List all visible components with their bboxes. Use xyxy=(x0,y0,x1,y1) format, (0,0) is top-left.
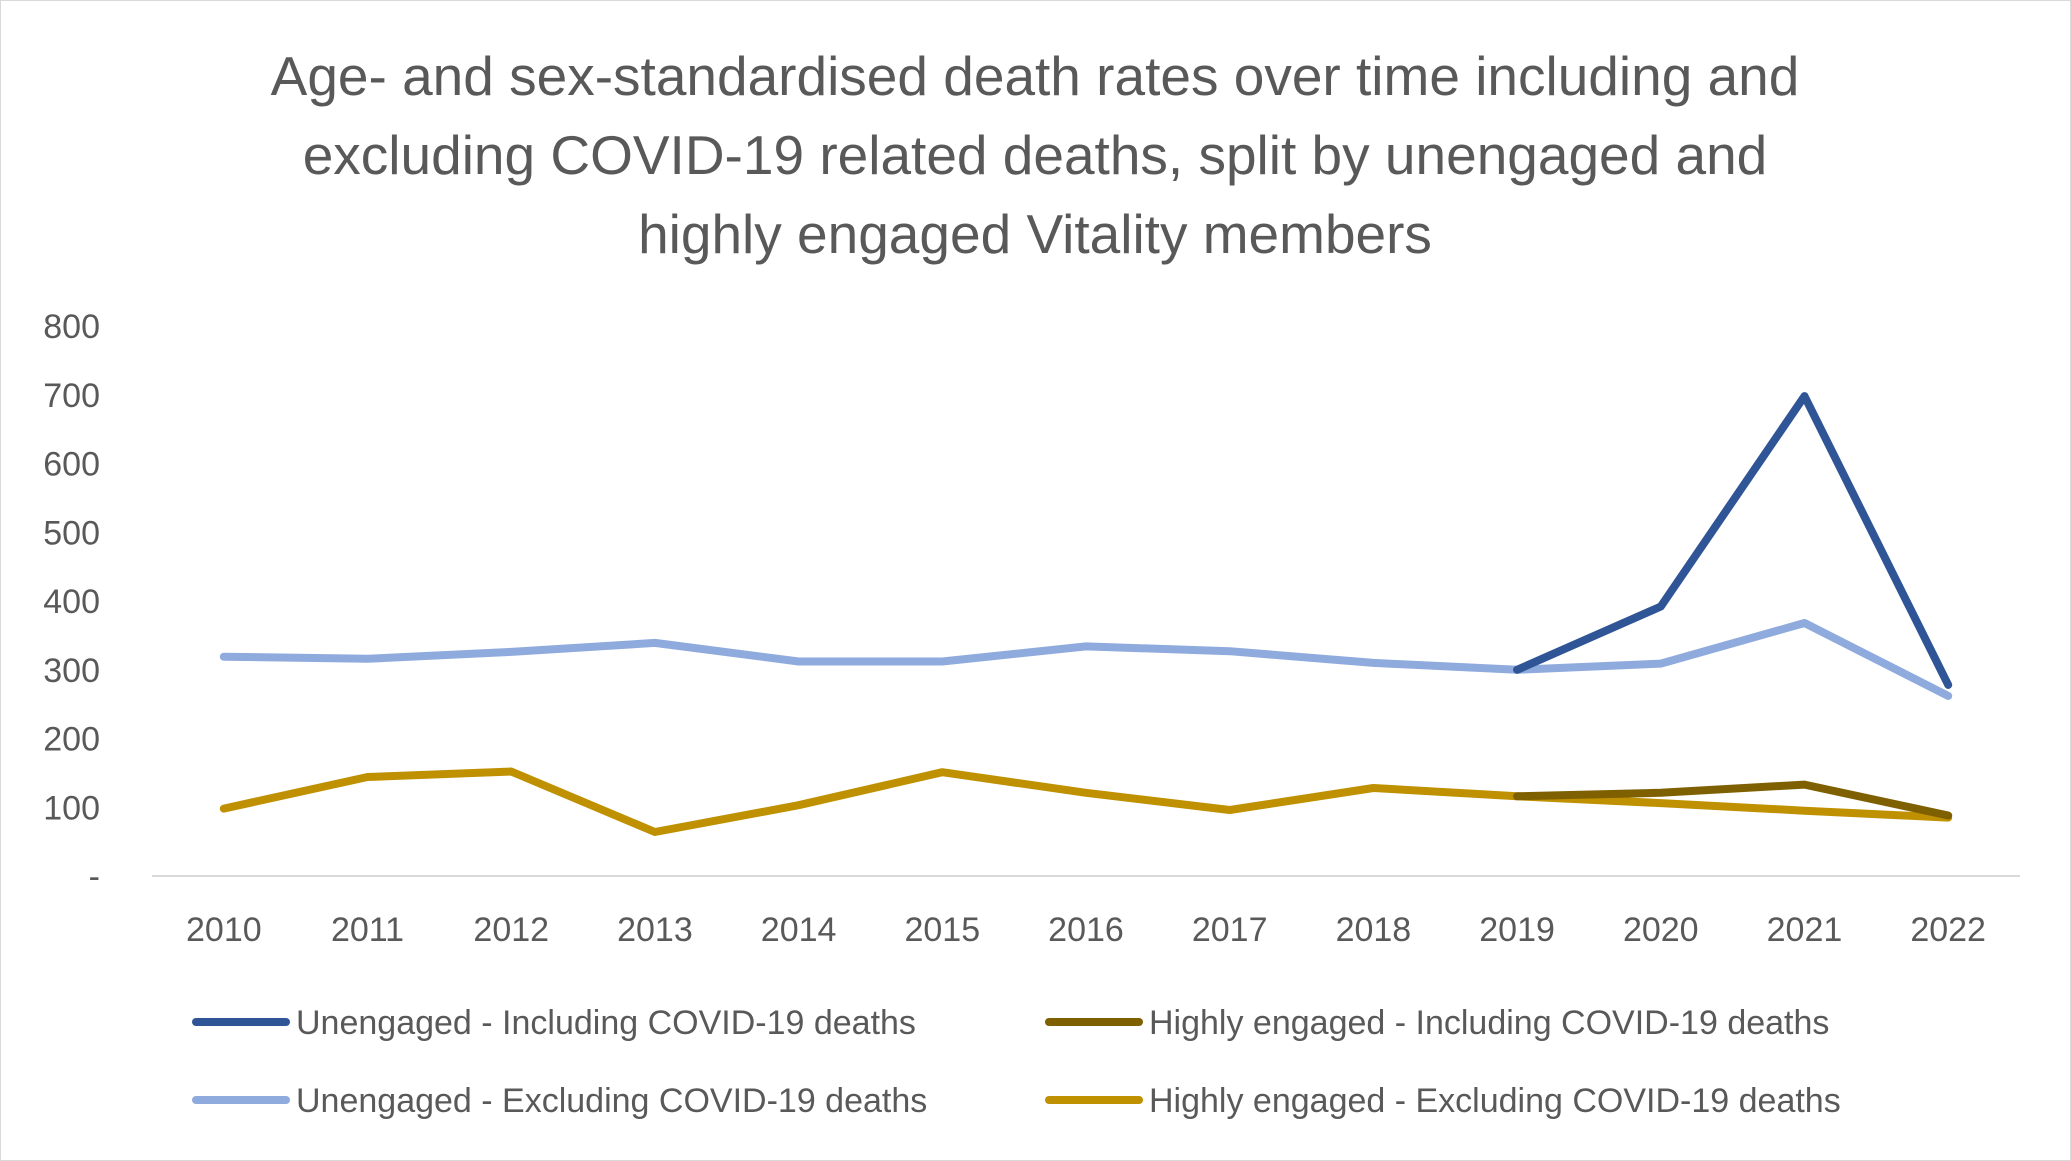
legend-item-0: Unengaged - Including COVID-19 deaths xyxy=(192,1004,916,1042)
y-tick-label: 700 xyxy=(43,377,100,415)
y-tick-label: 600 xyxy=(43,446,100,484)
y-tick-label: 100 xyxy=(43,789,100,827)
x-tick-label: 2020 xyxy=(1623,911,1699,949)
x-axis: 2010 2011 2012 2013 2014 2015 2016 2017 2018 2019… xyxy=(152,875,2020,949)
series-line-2 xyxy=(219,619,1953,700)
legend: Unengaged - Including COVID-19 deaths Hig… xyxy=(192,1004,1841,1120)
legend-label: Highly engaged - Including COVID-19 deat… xyxy=(1149,1004,1829,1042)
chart-title-line-1: Age- and sex-standardised death rates ov… xyxy=(271,45,1800,107)
x-tick-label: 2011 xyxy=(331,911,404,949)
legend-item-2: Unengaged - Excluding COVID-19 deaths xyxy=(192,1082,927,1120)
series-line-1 xyxy=(1513,780,1953,820)
series-line-0 xyxy=(1513,392,1953,689)
x-tick-label: 2010 xyxy=(186,911,262,949)
legend-label: Highly engaged - Excluding COVID-19 deat… xyxy=(1149,1082,1841,1120)
x-tick-label: 2016 xyxy=(1048,911,1124,949)
y-axis: - 100 200 300 400 500 600 700 800 xyxy=(43,308,100,896)
y-tick-label: 500 xyxy=(43,514,100,552)
y-tick-label: 800 xyxy=(43,308,100,346)
chart-title: Age- and sex-standardised death rates ov… xyxy=(271,45,1800,265)
x-tick-label: 2014 xyxy=(761,911,837,949)
y-tick-label: - xyxy=(89,858,100,896)
x-tick-label: 2013 xyxy=(617,911,693,949)
x-tick-label: 2012 xyxy=(473,911,549,949)
legend-label: Unengaged - Including COVID-19 deaths xyxy=(296,1004,916,1042)
y-tick-label: 300 xyxy=(43,652,100,690)
x-tick-label: 2018 xyxy=(1336,911,1412,949)
x-tick-label: 2015 xyxy=(904,911,980,949)
x-tick-label: 2019 xyxy=(1479,911,1555,949)
series-line-3 xyxy=(219,767,1953,836)
series-layer xyxy=(219,392,1953,836)
x-tick-label: 2017 xyxy=(1192,911,1268,949)
legend-item-3: Highly engaged - Excluding COVID-19 deat… xyxy=(1045,1082,1841,1120)
chart-title-line-2: excluding COVID-19 related deaths, split… xyxy=(303,124,1768,186)
x-tick-label: 2021 xyxy=(1767,911,1843,949)
y-tick-label: 200 xyxy=(43,721,100,759)
y-tick-label: 400 xyxy=(43,583,100,621)
legend-label: Unengaged - Excluding COVID-19 deaths xyxy=(296,1082,927,1120)
legend-item-1: Highly engaged - Including COVID-19 deat… xyxy=(1045,1004,1829,1042)
chart-title-line-3: highly engaged Vitality members xyxy=(638,203,1432,265)
x-tick-label: 2022 xyxy=(1910,911,1986,949)
